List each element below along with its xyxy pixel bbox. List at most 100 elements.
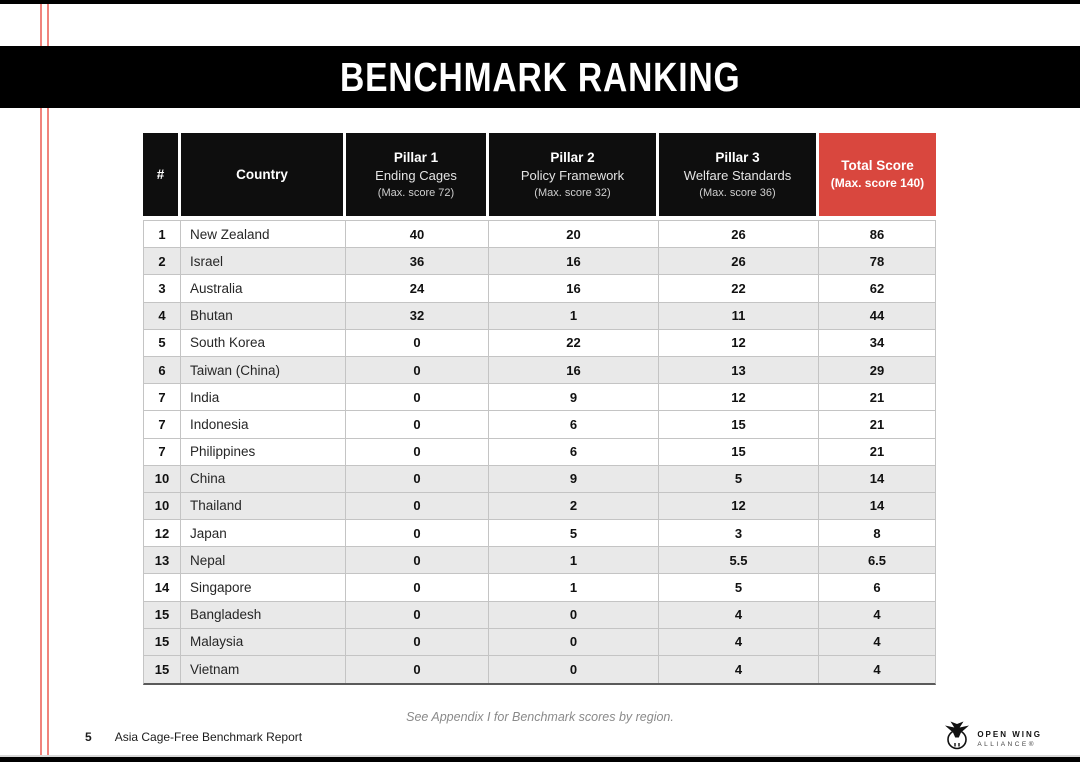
rank-cell: 15	[144, 628, 181, 655]
pillar1-cell: 36	[346, 248, 489, 275]
left-red-stripe-1	[40, 0, 42, 762]
country-cell: India	[181, 384, 346, 411]
pillar3-cell: 26	[659, 248, 819, 275]
pillar1-cell: 0	[346, 628, 489, 655]
pillar3-cell: 4	[659, 601, 819, 628]
pillar3-cell: 12	[659, 492, 819, 520]
pillar2-cell: 22	[489, 329, 659, 356]
table-row: 7 Indonesia 0 6 15 21	[144, 411, 935, 439]
rank-cell: 10	[144, 465, 181, 492]
rank-cell: 7	[144, 384, 181, 411]
rank-cell: 4	[144, 302, 181, 329]
pillar3-cell: 15	[659, 438, 819, 465]
rank-cell: 13	[144, 547, 181, 574]
pillar1-cell: 0	[346, 520, 489, 547]
pillar1-cell: 0	[346, 465, 489, 492]
total-cell: 4	[873, 607, 881, 623]
header-pillar1: Pillar 1 Ending Cages (Max. score 72)	[346, 133, 489, 216]
pillar3-cell: 11	[659, 302, 819, 329]
page-footer: 5 Asia Cage-Free Benchmark Report	[85, 730, 302, 744]
total-cell: 6	[873, 580, 881, 596]
header-country: Country	[181, 133, 346, 216]
total-cell: 21	[869, 444, 885, 460]
benchmark-ranking-table: # Country Pillar 1 Ending Cages (Max. sc…	[143, 133, 936, 686]
table-row: 12 Japan 0 5 3 8	[144, 520, 935, 548]
table-body: 1 New Zealand 40 20 26 86 2 Israel 36 16…	[143, 220, 936, 686]
header-pillar3: Pillar 3 Welfare Standards (Max. score 3…	[659, 133, 819, 216]
rank-cell: 2	[144, 248, 181, 275]
pillar2-cell: 5	[489, 520, 659, 547]
pillar3-cell: 3	[659, 520, 819, 547]
pillar2-cell: 0	[489, 628, 659, 655]
report-title: Asia Cage-Free Benchmark Report	[114, 730, 303, 744]
country-cell: Thailand	[181, 492, 346, 520]
left-red-stripe-2	[47, 0, 49, 762]
total-cell: 44	[869, 308, 885, 324]
total-cell: 14	[869, 498, 885, 514]
pillar3-cell: 12	[659, 329, 819, 356]
table-row: 14 Singapore 0 1 5 6	[144, 574, 935, 602]
table-header-row: # Country Pillar 1 Ending Cages (Max. sc…	[143, 133, 936, 216]
country-cell: Bangladesh	[181, 601, 346, 628]
table-row: 15 Bangladesh 0 0 4 4	[144, 601, 935, 629]
country-cell: Singapore	[181, 574, 346, 601]
pillar2-cell: 1	[489, 574, 659, 601]
pillar1-cell: 0	[346, 384, 489, 411]
pillar3-cell: 12	[659, 384, 819, 411]
pillar3-cell: 4	[659, 656, 819, 684]
pillar3-cell: 13	[659, 356, 819, 384]
country-cell: New Zealand	[181, 221, 346, 248]
pillar3-cell: 4	[659, 628, 819, 655]
rank-cell: 5	[144, 329, 181, 356]
pillar2-cell: 2	[489, 492, 659, 520]
country-cell: Japan	[181, 520, 346, 547]
pillar1-cell: 0	[346, 656, 489, 684]
total-cell: 14	[869, 471, 885, 487]
country-cell: Nepal	[181, 547, 346, 574]
table-row: 10 Thailand 0 2 12 14	[144, 492, 935, 521]
country-cell: Philippines	[181, 438, 346, 465]
pillar2-cell: 0	[489, 656, 659, 684]
pillar2-cell: 16	[489, 275, 659, 302]
country-cell: Indonesia	[181, 411, 346, 438]
pillar1-cell: 24	[346, 275, 489, 302]
header-pillar2: Pillar 2 Policy Framework (Max. score 32…	[489, 133, 659, 216]
pillar2-cell: 20	[489, 221, 659, 248]
pillar2-cell: 0	[489, 601, 659, 628]
header-rank: #	[143, 133, 181, 216]
pillar3-cell: 22	[659, 275, 819, 302]
pillar1-cell: 32	[346, 302, 489, 329]
total-cell: 4	[873, 662, 881, 678]
header-total-score: Total Score (Max. score 140)	[819, 133, 936, 216]
total-cell: 8	[873, 525, 881, 541]
open-wing-alliance-logo: OPEN WING ALLIANCE®	[942, 721, 1042, 756]
pillar2-cell: 16	[489, 356, 659, 384]
pillar1-cell: 0	[346, 547, 489, 574]
table-row: 7 India 0 9 12 21	[144, 384, 935, 412]
total-cell: 78	[869, 253, 885, 269]
pillar2-cell: 9	[489, 465, 659, 492]
total-cell: 62	[869, 280, 885, 296]
total-cell: 34	[869, 335, 885, 351]
table-row: 13 Nepal 0 1 5.5 6.5	[144, 547, 935, 575]
country-cell: South Korea	[181, 329, 346, 356]
country-cell: Taiwan (China)	[181, 356, 346, 384]
total-cell: 29	[869, 362, 885, 378]
pillar1-cell: 0	[346, 492, 489, 520]
pillar3-cell: 5.5	[659, 547, 819, 574]
table-row: 10 China 0 9 5 14	[144, 465, 935, 493]
table-row: 3 Australia 24 16 22 62	[144, 275, 935, 303]
pillar1-cell: 0	[346, 356, 489, 384]
bird-icon	[942, 721, 972, 756]
rank-cell: 7	[144, 411, 181, 438]
total-cell: 86	[869, 226, 885, 242]
country-cell: Israel	[181, 248, 346, 275]
country-cell: Malaysia	[181, 628, 346, 655]
rank-cell: 12	[144, 520, 181, 547]
pillar1-cell: 0	[346, 574, 489, 601]
country-cell: Australia	[181, 275, 346, 302]
table-row: 5 South Korea 0 22 12 34	[144, 329, 935, 357]
table-row: 15 Malaysia 0 0 4 4	[144, 628, 935, 656]
pillar3-cell: 5	[659, 574, 819, 601]
pillar1-cell: 0	[346, 411, 489, 438]
